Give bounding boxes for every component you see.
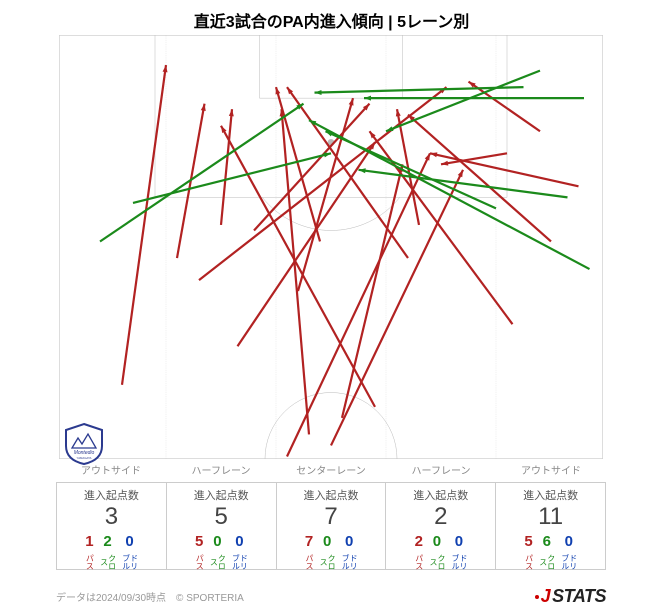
- stat-total: 3: [57, 503, 166, 532]
- stat-dribble: 0: [455, 534, 463, 549]
- lane-label: ハーフレーン: [166, 462, 276, 480]
- stat-header: 進入起点数: [167, 487, 276, 503]
- stat-pass: 1: [85, 534, 93, 549]
- lane-stat-cell: 進入起点数77パス0クロス0ドリブル: [276, 483, 386, 569]
- stat-cross: 6: [543, 534, 551, 549]
- stat-dribble: 0: [345, 534, 353, 549]
- stat-cross: 0: [323, 534, 331, 549]
- stat-pass: 2: [415, 534, 423, 549]
- lane-labels-row: アウトサイドハーフレーンセンターレーンハーフレーンアウトサイド: [56, 462, 606, 480]
- stat-dribble: 0: [125, 534, 133, 549]
- stat-total: 11: [496, 503, 605, 532]
- lane-label: ハーフレーン: [386, 462, 496, 480]
- svg-text:YAMAGATA: YAMAGATA: [77, 456, 92, 460]
- stat-cross: 0: [433, 534, 441, 549]
- lane-label: センターレーン: [276, 462, 386, 480]
- stat-header: 進入起点数: [386, 487, 495, 503]
- stat-dribble: 0: [565, 534, 573, 549]
- stat-header: 進入起点数: [277, 487, 386, 503]
- lane-stat-cell: 進入起点数22パス0クロス0ドリブル: [385, 483, 495, 569]
- jstats-logo: JSTATS: [535, 586, 606, 607]
- stat-cross: 2: [103, 534, 111, 549]
- stat-pass: 7: [305, 534, 313, 549]
- stat-total: 5: [167, 503, 276, 532]
- chart-title: 直近3試合のPA内進入傾向 | 5レーン別: [0, 0, 663, 32]
- stat-total: 7: [277, 503, 386, 532]
- lane-stat-cell: 進入起点数115パス6クロス0ドリブル: [495, 483, 606, 569]
- stat-header: 進入起点数: [57, 487, 166, 503]
- team-logo: Montedio YAMAGATA: [62, 422, 106, 466]
- lane-stats-row: 進入起点数31パス2クロス0ドリブル進入起点数55パス0クロス0ドリブル進入起点…: [56, 482, 606, 570]
- stat-header: 進入起点数: [496, 487, 605, 503]
- footer-credit: データは2024/09/30時点 © SPORTERIA: [56, 589, 244, 604]
- stat-dribble: 0: [235, 534, 243, 549]
- stat-total: 2: [386, 503, 495, 532]
- pitch-area: Montedio YAMAGATA: [56, 32, 606, 462]
- lane-stat-cell: 進入起点数31パス2クロス0ドリブル: [56, 483, 166, 569]
- stat-pass: 5: [195, 534, 203, 549]
- stat-cross: 0: [213, 534, 221, 549]
- lane-label: アウトサイド: [56, 462, 166, 480]
- lane-stat-cell: 進入起点数55パス0クロス0ドリブル: [166, 483, 276, 569]
- lane-label: アウトサイド: [496, 462, 606, 480]
- stat-pass: 5: [524, 534, 532, 549]
- footer: データは2024/09/30時点 © SPORTERIA JSTATS: [56, 586, 606, 607]
